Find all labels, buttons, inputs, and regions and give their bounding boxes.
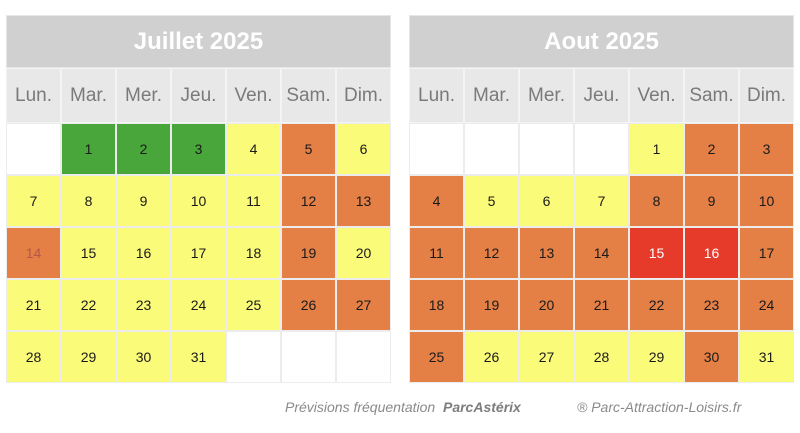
day-cell: 19 (281, 227, 336, 279)
day-cell: 16 (684, 227, 739, 279)
day-cell: 25 (226, 279, 281, 331)
footer-credit: ® Parc-Attraction-Loisirs.fr (577, 399, 742, 415)
day-cell: 31 (739, 331, 794, 383)
calendar-juillet-2025: Juillet 2025 Lun. Mar. Mer. Jeu. Ven. Sam. Dim… (6, 15, 391, 396)
weekday-header: Lun. (6, 68, 61, 123)
day-cell: 20 (336, 227, 391, 279)
footer-brand: ParcAstérix (442, 399, 521, 415)
day-cell: 26 (281, 279, 336, 331)
weekday-header: Mar. (464, 68, 519, 123)
day-cell: 8 (61, 175, 116, 227)
day-cell: 19 (464, 279, 519, 331)
day-cell: 1 (61, 123, 116, 175)
day-cell: 4 (409, 175, 464, 227)
day-cell: 22 (629, 279, 684, 331)
calendar-title: Juillet 2025 (6, 15, 391, 68)
day-cell: 10 (171, 175, 226, 227)
day-cell: 27 (519, 331, 574, 383)
weekday-header: Mer. (519, 68, 574, 123)
weekday-header: Dim. (336, 68, 391, 123)
day-cell: 3 (171, 123, 226, 175)
day-cell: 16 (116, 227, 171, 279)
weekday-header: Lun. (409, 68, 464, 123)
day-cell: 12 (464, 227, 519, 279)
empty-day-cell (574, 123, 629, 175)
day-cell: 27 (336, 279, 391, 331)
empty-day-cell (336, 331, 391, 383)
day-cell: 24 (171, 279, 226, 331)
weekday-header: Mar. (61, 68, 116, 123)
footer-caption-group: Prévisions fréquentation ParcAstérix (285, 399, 521, 415)
day-cell: 15 (61, 227, 116, 279)
day-cell: 4 (226, 123, 281, 175)
day-cell: 30 (684, 331, 739, 383)
footer: Prévisions fréquentation ParcAstérix ® P… (0, 398, 800, 420)
empty-day-cell (226, 331, 281, 383)
day-cell: 17 (739, 227, 794, 279)
weekday-header: Sam. (281, 68, 336, 123)
empty-day-cell (281, 331, 336, 383)
empty-day-cell (464, 123, 519, 175)
day-cell: 30 (116, 331, 171, 383)
day-cell: 28 (6, 331, 61, 383)
day-cell: 2 (116, 123, 171, 175)
day-cell: 5 (281, 123, 336, 175)
day-cell: 10 (739, 175, 794, 227)
day-cell: 2 (684, 123, 739, 175)
day-cell: 14 (574, 227, 629, 279)
empty-day-cell (409, 123, 464, 175)
day-cell: 29 (61, 331, 116, 383)
calendar-aout-2025: Aout 2025 Lun. Mar. Mer. Jeu. Ven. Sam. Dim. 1 2… (409, 15, 794, 396)
day-cell: 11 (226, 175, 281, 227)
day-cell: 23 (684, 279, 739, 331)
day-cell: 31 (171, 331, 226, 383)
empty-day-cell (6, 123, 61, 175)
calendar-grid: Lun. Mar. Mer. Jeu. Ven. Sam. Dim. 1 2 3 4 5 6 7 8 9 10 1… (409, 68, 794, 383)
day-cell: 6 (336, 123, 391, 175)
day-cell: 9 (116, 175, 171, 227)
day-cell: 23 (116, 279, 171, 331)
day-cell: 5 (464, 175, 519, 227)
calendar-title: Aout 2025 (409, 15, 794, 68)
day-cell: 20 (519, 279, 574, 331)
weekday-header: Jeu. (574, 68, 629, 123)
weekday-header: Dim. (739, 68, 794, 123)
day-cell: 29 (629, 331, 684, 383)
day-cell: 14 (6, 227, 61, 279)
day-cell: 15 (629, 227, 684, 279)
calendar-grid: Lun. Mar. Mer. Jeu. Ven. Sam. Dim. 1 2 3 4 5 6 7 8 9 10 1… (6, 68, 391, 383)
day-cell: 24 (739, 279, 794, 331)
day-cell: 8 (629, 175, 684, 227)
day-cell: 18 (409, 279, 464, 331)
weekday-header: Ven. (629, 68, 684, 123)
day-cell: 12 (281, 175, 336, 227)
day-cell: 21 (574, 279, 629, 331)
day-cell: 9 (684, 175, 739, 227)
day-cell: 21 (6, 279, 61, 331)
day-cell: 13 (519, 227, 574, 279)
day-cell: 11 (409, 227, 464, 279)
day-cell: 22 (61, 279, 116, 331)
day-cell: 1 (629, 123, 684, 175)
day-cell: 28 (574, 331, 629, 383)
weekday-header: Mer. (116, 68, 171, 123)
day-cell: 6 (519, 175, 574, 227)
day-cell: 18 (226, 227, 281, 279)
weekday-header: Sam. (684, 68, 739, 123)
weekday-header: Jeu. (171, 68, 226, 123)
footer-caption: Prévisions fréquentation (285, 399, 436, 415)
weekday-header: Ven. (226, 68, 281, 123)
day-cell: 26 (464, 331, 519, 383)
day-cell: 25 (409, 331, 464, 383)
day-cell: 17 (171, 227, 226, 279)
day-cell: 7 (574, 175, 629, 227)
day-cell: 7 (6, 175, 61, 227)
day-cell: 13 (336, 175, 391, 227)
day-cell: 3 (739, 123, 794, 175)
empty-day-cell (519, 123, 574, 175)
